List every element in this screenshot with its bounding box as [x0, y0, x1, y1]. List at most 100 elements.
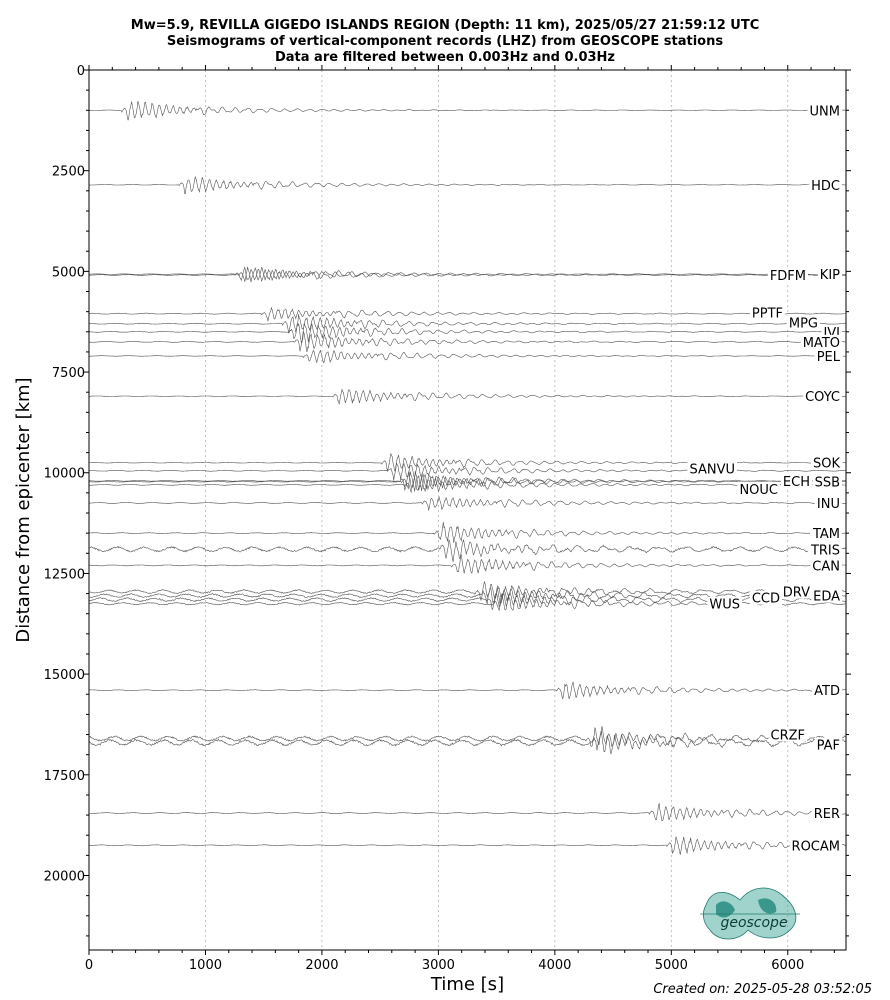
logo-continent-shape: [716, 898, 777, 918]
y-tick-label: 5000: [52, 265, 85, 280]
station-label-sanvu: SANVU: [689, 463, 735, 478]
station-label-bg: [817, 267, 843, 282]
station-label-paf: PAF: [817, 739, 840, 754]
created-timestamp: Created on: 2025-05-28 03:52:05: [653, 982, 872, 997]
chart-title: Mw=5.9, REVILLA GIGEDO ISLANDS REGION (D…: [0, 18, 890, 66]
axis-ticks: 0 1000 2000 3000 4000 5000 6000 0 2500 5000 7500 10…: [44, 64, 851, 973]
logo-map-shape: [702, 887, 797, 940]
station-label-ech: ECH: [783, 475, 810, 490]
station-label-bg: [812, 683, 842, 698]
station-label-bg: [810, 455, 843, 470]
station-label-bg: [780, 473, 812, 488]
y-tick-label: 15000: [44, 668, 85, 683]
seismogram-trace-unm: [88, 101, 846, 121]
station-label-can: CAN: [812, 559, 840, 574]
station-label-sok: SOK: [813, 457, 840, 472]
seismogram-trace-fdfm: [89, 266, 846, 283]
y-tick-label: 20000: [44, 869, 85, 884]
station-label-pptf: PPTF: [752, 307, 783, 322]
seismogram-trace-rocam: [88, 836, 846, 855]
station-label-wus: WUS: [709, 598, 740, 613]
station-label-bg: [814, 348, 843, 363]
x-tick-label: 3000: [422, 958, 455, 973]
seismogram-trace-tris: [88, 539, 847, 563]
station-label-tam: TAM: [812, 527, 840, 542]
chart-title-line-3: Data are filtered between 0.003Hz and 0.…: [274, 50, 616, 65]
seismogram-trace-ivi: [88, 322, 846, 344]
chart-title-line-1: Mw=5.9, REVILLA GIGEDO ISLANDS REGION (D…: [130, 18, 760, 33]
station-label-nouc: NOUC: [739, 483, 778, 498]
station-label-drv: DRV: [783, 586, 810, 601]
x-tick-label: 4000: [538, 958, 571, 973]
station-label-bg: [767, 267, 808, 282]
station-label-rer: RER: [814, 807, 840, 822]
seismogram-trace-pptf: [88, 306, 846, 322]
station-label-bg: [812, 474, 842, 489]
station-label-bg: [810, 558, 842, 573]
seismogram-trace-nouc: [89, 477, 846, 494]
station-label-crzf: CRZF: [771, 729, 806, 744]
y-tick-label: 12500: [44, 567, 85, 582]
grid-lines: [205, 70, 789, 950]
geoscope-logo: geoscope: [700, 887, 800, 940]
x-tick-label: 5000: [655, 958, 688, 973]
seismogram-trace-hdc: [89, 175, 846, 195]
station-label-bg: [749, 305, 785, 320]
x-tick-label: 2000: [305, 958, 338, 973]
y-tick-label: 7500: [52, 366, 85, 381]
station-label-bg: [687, 461, 737, 476]
y-tick-label: 2500: [52, 165, 85, 180]
seismogram-trace-kip: [88, 266, 846, 283]
seismogram-trace-mpg: [88, 314, 846, 333]
seismogram-trace-inu: [88, 496, 846, 511]
station-label-tris: TRIS: [810, 543, 840, 558]
station-label-unm: UNM: [810, 104, 840, 119]
seismogram-trace-coyc: [88, 388, 846, 405]
station-label-bg: [807, 542, 842, 557]
seismogram-trace-tam: [88, 521, 846, 543]
seismogram-trace-ssb: [88, 471, 846, 492]
trace-layer: [88, 101, 847, 855]
y-axis-label: Distance from epicenter [km]: [13, 377, 34, 642]
station-label-bg: [814, 737, 842, 752]
station-label-bg: [809, 526, 842, 541]
station-label-hdc: HDC: [811, 179, 840, 194]
station-label-pel: PEL: [817, 350, 841, 365]
axes-frame: [88, 69, 847, 951]
x-tick-label: 1000: [189, 958, 222, 973]
station-label-bg: [814, 495, 842, 510]
station-label-bg: [707, 596, 742, 611]
station-label-bg: [737, 481, 780, 496]
station-label-kip: KIP: [820, 268, 840, 283]
station-label-bg: [789, 838, 842, 853]
y-tick-label: 0: [77, 64, 85, 79]
seismogram-trace-paf: [88, 730, 846, 754]
station-label-bg: [786, 315, 820, 330]
station-label-bg: [803, 389, 842, 404]
station-label-fdfm: FDFM: [770, 269, 806, 284]
seismogram-trace-ech: [89, 470, 846, 492]
seismogram-trace-rer: [88, 802, 846, 822]
x-axis-label: Time [s]: [430, 974, 504, 995]
station-label-mpg: MPG: [789, 317, 818, 332]
chart-title-line-2: Seismograms of vertical-component record…: [166, 34, 724, 49]
station-label-bg: [807, 103, 842, 118]
seismogram-trace-mato: [88, 330, 846, 353]
station-label-bg: [800, 334, 842, 349]
station-label-rocam: ROCAM: [792, 839, 840, 854]
seismogram-trace-atd: [88, 681, 846, 700]
x-tick-label: 6000: [771, 958, 804, 973]
station-label-ccd: CCD: [752, 592, 780, 607]
station-label-mato: MATO: [803, 336, 840, 351]
y-tick-label: 10000: [44, 467, 85, 482]
seismogram-trace-can: [88, 554, 846, 574]
seismogram-trace-drv: [88, 581, 846, 602]
station-label-bg: [780, 584, 813, 599]
x-tick-label: 0: [85, 958, 93, 973]
y-tick-label: 17500: [44, 769, 85, 784]
station-label-eda: EDA: [813, 590, 840, 605]
seismogram-trace-eda: [88, 587, 847, 605]
station-label-bg: [749, 590, 782, 605]
